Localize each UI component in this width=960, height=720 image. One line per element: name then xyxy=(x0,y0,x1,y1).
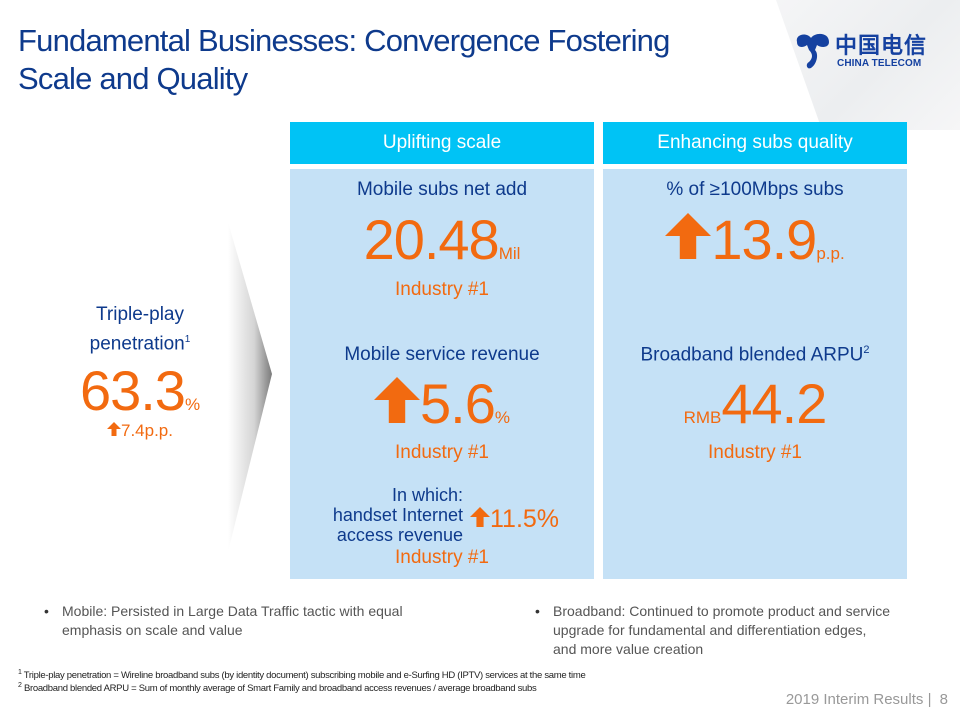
bullet-broadband-line-2: upgrade for fundamental and differentiat… xyxy=(553,622,867,638)
gigabit-subs-unit: p.p. xyxy=(816,244,845,263)
mobile-subs-net-add-unit: Mil xyxy=(498,244,521,263)
logo-english-text: CHINA TELECOM xyxy=(837,58,922,69)
footer-separator: | xyxy=(927,691,932,708)
title-line-1: Fundamental Businesses: Convergence Fost… xyxy=(18,23,670,58)
triple-play-label: Triple-play penetration1 xyxy=(40,302,240,356)
mobile-subs-net-add-value: 20.48Mil xyxy=(290,207,594,272)
footnote-1-text: Triple-play penetration = Wireline broad… xyxy=(23,670,586,682)
broadband-arpu-label-text: Broadband blended ARPU xyxy=(640,344,864,366)
triple-play-change-value: 7.4p.p. xyxy=(121,421,173,441)
panel-enhancing-subs-quality: % of ≥100Mbps subs 13.9p.p. Broadband bl… xyxy=(603,169,907,579)
header-uplifting-scale: Uplifting scale xyxy=(290,122,594,164)
bullet-mobile-line-1: Mobile: Persisted in Large Data Traffic … xyxy=(62,603,403,619)
china-telecom-logo-icon xyxy=(796,33,829,69)
broadband-arpu-number: 44.2 xyxy=(721,372,827,435)
up-arrow-icon xyxy=(665,213,712,259)
panel-uplifting-scale: Mobile subs net add 20.48Mil Industry #1… xyxy=(290,169,594,579)
broadband-arpu-value: RMB44.2 xyxy=(603,371,907,436)
gigabit-subs-number: 13.9 xyxy=(711,208,817,271)
industry-rank-3: Industry #1 xyxy=(395,547,489,568)
footnote-2-text: Broadband blended ARPU = Sum of monthly … xyxy=(23,683,537,695)
footnote-2-mark: 2 xyxy=(18,682,22,689)
bullet-broadband: • Broadband: Continued to promote produc… xyxy=(535,602,948,659)
bullet-mobile: • Mobile: Persisted in Large Data Traffi… xyxy=(44,602,462,640)
footer-text: 2019 Interim Results xyxy=(785,691,924,708)
mobile-service-revenue-label: Mobile service revenue xyxy=(344,344,540,365)
footnote-1: 1 Triple-play penetration = Wireline bro… xyxy=(18,669,586,682)
handset-internet-number: 11.5% xyxy=(490,505,560,533)
triple-play-change: 7.4p.p. xyxy=(40,421,240,441)
mobile-subs-net-add-label: Mobile subs net add xyxy=(356,179,528,200)
gigabit-subs-value: 13.9p.p. xyxy=(603,207,907,272)
triple-play-label-line-1: Triple-play xyxy=(96,304,184,325)
triple-play-label-line-2: penetration xyxy=(89,333,185,355)
page-number: 8 xyxy=(939,691,948,708)
page-footer: 2019 Interim Results | 8 xyxy=(786,691,948,708)
triple-play-penetration: Triple-play penetration1 63.3% 7.4p.p. xyxy=(40,302,240,441)
industry-rank-4: Industry #1 xyxy=(708,442,802,463)
handset-internet-label: In which: handset Internet access revenu… xyxy=(290,485,463,545)
industry-rank-1: Industry #1 xyxy=(395,279,489,300)
bullet-broadband-line-3: and more value creation xyxy=(553,641,704,657)
footnote-ref-1: 1 xyxy=(184,334,191,345)
industry-rank-2: Industry #1 xyxy=(395,442,489,463)
handset-internet-value: 11.5% xyxy=(470,505,559,534)
footnote-2: 2 Broadband blended ARPU = Sum of monthl… xyxy=(18,682,537,695)
up-arrow-icon xyxy=(470,507,490,527)
mobile-service-revenue-value: 5.6% xyxy=(290,371,594,436)
triple-play-value: 63.3% xyxy=(40,358,240,423)
title-line-2: Scale and Quality xyxy=(18,61,248,96)
broadband-arpu-currency: RMB xyxy=(683,408,722,427)
footnote-ref-2: 2 xyxy=(863,344,870,356)
handset-internet-label-line-1: In which: xyxy=(391,485,463,505)
header-enhancing-subs-quality: Enhancing subs quality xyxy=(603,122,907,164)
mobile-service-revenue-unit: % xyxy=(494,408,510,427)
up-arrow-icon xyxy=(374,377,420,423)
mobile-service-revenue-number: 5.6 xyxy=(420,372,496,435)
triple-play-number: 63.3 xyxy=(79,359,186,423)
page-title: Fundamental Businesses: Convergence Fost… xyxy=(18,22,778,98)
bullet-dot: • xyxy=(44,603,49,619)
bullet-dot: • xyxy=(535,603,540,619)
broadband-arpu-label: Broadband blended ARPU2 xyxy=(603,344,907,366)
handset-internet-label-line-3: access revenue xyxy=(336,525,463,545)
chevron-arrow-shape xyxy=(228,222,272,552)
gigabit-subs-label: % of ≥100Mbps subs xyxy=(666,179,844,200)
logo-chinese-text: 中国电信 xyxy=(835,34,928,59)
triple-play-unit: % xyxy=(184,395,201,415)
up-arrow-icon xyxy=(107,422,121,437)
bullet-mobile-line-2: emphasis on scale and value xyxy=(62,622,243,638)
handset-internet-label-line-2: handset Internet xyxy=(332,505,463,525)
footnote-1-mark: 1 xyxy=(18,669,22,676)
bullet-broadband-line-1: Broadband: Continued to promote product … xyxy=(553,603,890,619)
china-telecom-logo: 中国电信 CHINA TELECOM xyxy=(793,28,933,72)
mobile-subs-net-add-number: 20.48 xyxy=(363,208,500,271)
